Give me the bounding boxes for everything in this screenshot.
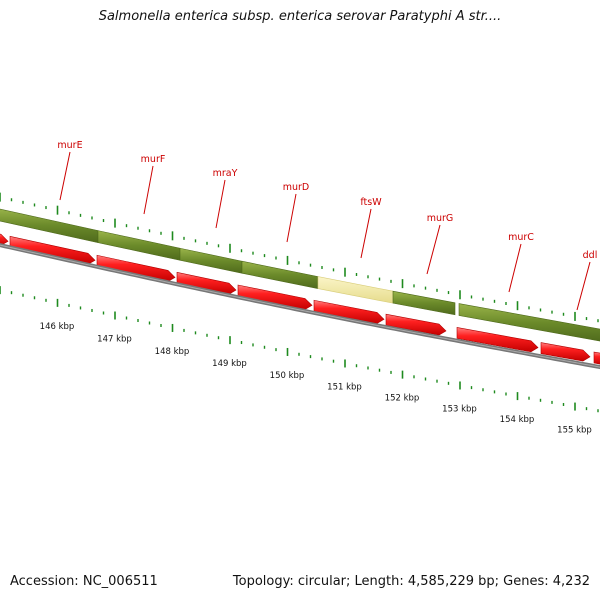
gene-labels: murE murF mraY murD ftsW murG murC ddl (57, 140, 598, 311)
kbp-scale-labels: 146 kbp 147 kbp 148 kbp 149 kbp 150 kbp 151 k… (40, 322, 592, 436)
feature-track (0, 208, 600, 342)
gene-arrow[interactable] (313, 299, 385, 324)
gene-label-murC[interactable]: murC (508, 232, 534, 243)
gene-arrow[interactable] (593, 351, 600, 365)
gene-leader-line (426, 224, 441, 275)
gene-label-murF[interactable]: murF (141, 154, 166, 165)
feature-segment[interactable] (97, 230, 181, 261)
feature-segment[interactable] (241, 260, 319, 289)
map-title: Salmonella enterica subsp. enterica sero… (98, 9, 502, 24)
gene-arrow[interactable] (96, 254, 176, 282)
accession-label: Accession: (10, 574, 79, 589)
gene-leader-line (508, 243, 522, 293)
kbp-label: 147 kbp (97, 334, 132, 344)
topology-info: Topology: circular; Length: 4,585,229 bp… (232, 574, 590, 589)
gene-arrow-track (0, 233, 600, 365)
upper-tick-track (0, 192, 599, 323)
kbp-label: 154 kbp (500, 415, 535, 425)
accession-number: NC_006511 (82, 574, 158, 589)
gene-leader-line (360, 208, 372, 259)
feature-segment-highlighted[interactable] (317, 276, 394, 304)
gene-leader-line (576, 261, 591, 311)
feature-segment[interactable] (179, 247, 243, 274)
gene-leader-line (215, 179, 226, 229)
kbp-label: 151 kbp (327, 382, 362, 392)
gene-label-ftsW[interactable]: ftsW (360, 197, 382, 208)
gene-arrow[interactable] (540, 342, 591, 362)
kbp-label: 152 kbp (385, 394, 420, 404)
gene-arrow[interactable] (456, 327, 539, 353)
gene-arrow[interactable] (176, 271, 237, 295)
gene-arrow[interactable] (385, 313, 447, 336)
accession-info: Accession: NC_006511 (10, 574, 158, 589)
kbp-label: 150 kbp (270, 371, 305, 381)
gene-label-murD[interactable]: murD (283, 182, 310, 193)
lower-tick-track (0, 286, 599, 413)
gene-label-ddl[interactable]: ddl (583, 250, 598, 261)
gene-arrow[interactable] (0, 233, 9, 246)
kbp-label: 148 kbp (155, 347, 190, 357)
genome-backbone (0, 243, 600, 370)
feature-segment[interactable] (392, 290, 456, 316)
gene-label-murE[interactable]: murE (57, 140, 82, 151)
gene-leader-line (143, 165, 154, 215)
gene-leader-line (286, 193, 297, 243)
gene-arrow[interactable] (237, 284, 313, 310)
gene-leader-line (59, 151, 71, 201)
gene-label-murG[interactable]: murG (427, 213, 454, 224)
kbp-label: 155 kbp (557, 425, 592, 435)
kbp-label: 146 kbp (40, 322, 75, 332)
backbone-highlight (0, 244, 600, 368)
kbp-label: 149 kbp (212, 359, 247, 369)
gene-label-mraY[interactable]: mraY (213, 168, 238, 179)
kbp-label: 153 kbp (442, 404, 477, 414)
feature-segment[interactable] (458, 303, 600, 342)
